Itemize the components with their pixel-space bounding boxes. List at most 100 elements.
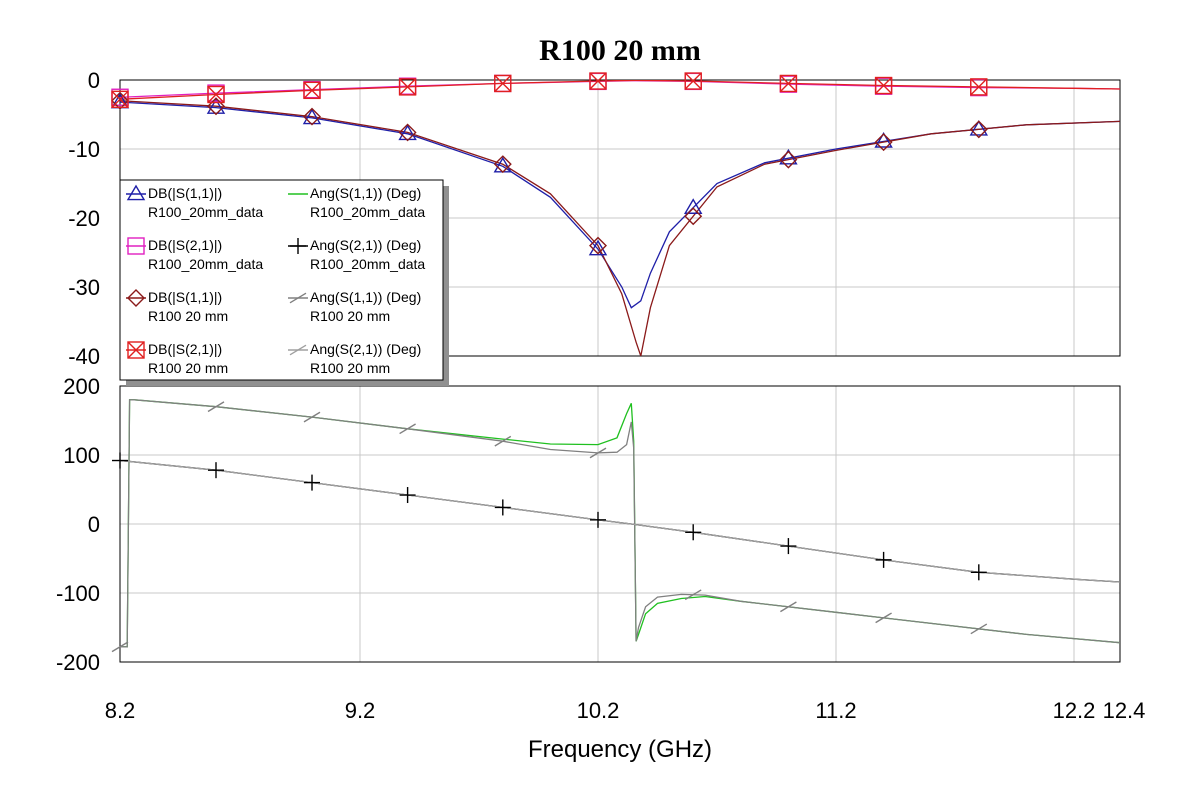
x-tick-label: 9.2 — [345, 698, 376, 723]
marker-s11_db_data — [398, 124, 417, 141]
series-line-s11_ang_sim — [120, 399, 1120, 648]
x-tick-label: 10.2 — [577, 698, 620, 723]
plot-frame — [119, 385, 1121, 663]
marker-s11_db_data — [779, 148, 798, 165]
marker-s11_ang_sim — [780, 601, 797, 613]
marker-s11_db_sim — [207, 97, 225, 116]
legend-label: DB(|S(1,1)|) — [148, 289, 222, 305]
legend-source: R100_20mm_data — [310, 204, 425, 220]
series-line-s21_ang_sim — [120, 459, 1120, 583]
legend-source: R100_20mm_data — [148, 256, 263, 272]
x-axis-label: Frequency (GHz) — [528, 736, 712, 763]
legend-item: DB(|S(2,1)|) R100 20 mm — [126, 341, 228, 376]
legend-source: R100 20 mm — [148, 308, 228, 324]
x-tick-label: 12.4 — [1103, 698, 1146, 723]
legend-label: Ang(S(2,1)) (Deg) — [310, 341, 421, 357]
legend-marker — [127, 289, 145, 307]
series-group — [120, 399, 1120, 648]
marker-s11_db_data — [874, 132, 893, 148]
marker-s11_db_sim — [111, 91, 129, 110]
marker-s21_db_sim — [874, 76, 893, 95]
y-tick-label: -20 — [68, 206, 100, 231]
legend-item: DB(|S(2,1)|) R100_20mm_data — [126, 237, 263, 272]
series-line-s21_db_sim — [120, 80, 1120, 100]
legend-label: Ang(S(1,1)) (Deg) — [310, 289, 421, 305]
marker-s11_ang_sim — [207, 401, 225, 413]
marker-s21_db_sim — [970, 78, 988, 96]
marker-s21_db_sim — [303, 81, 321, 100]
marker-s21_db_sim — [494, 74, 512, 93]
x-tick-label: 8.2 — [105, 698, 136, 723]
marker-s21_ang_data — [875, 551, 892, 568]
marker-s11_db_sim — [398, 123, 417, 142]
y-tick-label: 200 — [63, 374, 100, 399]
legend-marker — [289, 344, 307, 356]
y-tick-label: -30 — [68, 275, 100, 300]
marker-s21_ang_data — [208, 462, 224, 479]
legend-marker — [289, 292, 307, 304]
marker-s21_db_sim — [684, 72, 702, 90]
marker-s11_db_sim — [493, 155, 512, 174]
marker-s11_db_sim — [779, 150, 798, 169]
legend-item: Ang(S(2,1)) (Deg) R100 20 mm — [288, 341, 421, 376]
marker-s11_ang_sim — [875, 612, 892, 624]
series-line-s11_ang_data — [120, 399, 1120, 648]
legend-item: Ang(S(1,1)) (Deg) R100 20 mm — [288, 289, 421, 324]
legend-label: DB(|S(2,1)|) — [148, 341, 222, 357]
marker-s11_db_sim — [589, 236, 607, 255]
legend-source: R100 20 mm — [310, 308, 390, 324]
series-line-s11_db_sim — [120, 100, 1120, 356]
y-tick-label: -200 — [56, 650, 100, 675]
marker-s11_db_data — [969, 119, 989, 136]
marker-s11_ang_sim — [589, 447, 607, 459]
legend-item: Ang(S(1,1)) (Deg) R100_20mm_data — [288, 185, 425, 220]
marker-s11_ang_sim — [399, 423, 416, 435]
series-line-s21_ang_data — [120, 459, 1120, 583]
legend-box — [119, 179, 444, 381]
marker-s11_db_sim — [969, 120, 988, 139]
marker-s11_ang_sim — [494, 435, 512, 447]
legend-source: R100_20mm_data — [148, 204, 263, 220]
legend-marker — [290, 238, 306, 254]
marker-s21_ang_data — [780, 538, 797, 555]
marker-s21_db_sim — [398, 78, 417, 96]
panel-phase: 200 100 0 -100 -200 — [56, 374, 1121, 675]
marker-s11_ang_sim — [303, 411, 321, 423]
x-tick-label: 12.2 — [1053, 698, 1096, 723]
marker-s11_db_data — [588, 239, 608, 256]
y-tick-label: -40 — [68, 344, 100, 369]
marker-s11_db_data — [683, 198, 703, 214]
marker-s21_ang_data — [112, 452, 128, 469]
marker-s21_db_sim — [111, 90, 129, 109]
marker-s11_db_data — [302, 108, 322, 125]
legend-item: DB(|S(1,1)|) R100_20mm_data — [126, 184, 263, 220]
chart-title: R100 20 mm — [539, 34, 701, 67]
marker-s21_ang_data — [590, 511, 606, 528]
marker-s21_db_sim — [207, 85, 225, 104]
marker-s21_db_sim — [779, 74, 798, 93]
marker-s11_ang_sim — [684, 589, 702, 601]
marker-s21_ang_data — [685, 524, 702, 541]
legend-label: Ang(S(1,1)) (Deg) — [310, 185, 421, 201]
marker-s11_db_sim — [684, 207, 703, 226]
legend-marker — [127, 341, 145, 359]
marker-s21_db_sim — [589, 72, 607, 90]
legend-item: Ang(S(2,1)) (Deg) R100_20mm_data — [288, 237, 425, 272]
legend-source: R100 20 mm — [148, 360, 228, 376]
legend-source: R100 20 mm — [310, 360, 390, 376]
legend-label: DB(|S(2,1)|) — [148, 237, 222, 253]
legend-source: R100_20mm_data — [310, 256, 425, 272]
marker-s21_ang_data — [304, 474, 320, 491]
marker-s11_db_data — [206, 98, 226, 114]
legend-marker — [126, 184, 146, 201]
y-tick-label: 0 — [88, 512, 100, 537]
legend-label: Ang(S(2,1)) (Deg) — [310, 237, 421, 253]
y-tick-label: 100 — [63, 443, 100, 468]
legend-item: DB(|S(1,1)|) R100 20 mm — [126, 289, 228, 324]
y-tick-label: -10 — [68, 137, 100, 162]
marker-s21_ang_data — [494, 499, 511, 516]
x-tick-label: 11.2 — [815, 698, 856, 723]
marker-s11_db_sim — [874, 133, 893, 152]
y-tick-label: -100 — [56, 581, 100, 606]
